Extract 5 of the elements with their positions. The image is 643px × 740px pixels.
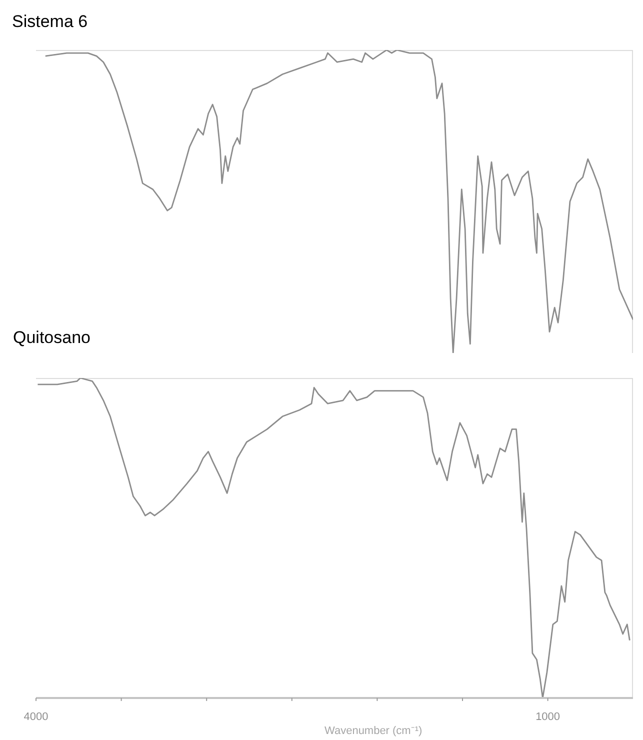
x-axis-title: Wavenumber (cm⁻¹) [324, 725, 422, 737]
x-tick-label: 1000 [536, 710, 560, 723]
x-tick-label: 4000 [24, 710, 48, 723]
chart-title: Quitosano [13, 327, 90, 349]
chart-title: Sistema 6 [12, 11, 88, 33]
